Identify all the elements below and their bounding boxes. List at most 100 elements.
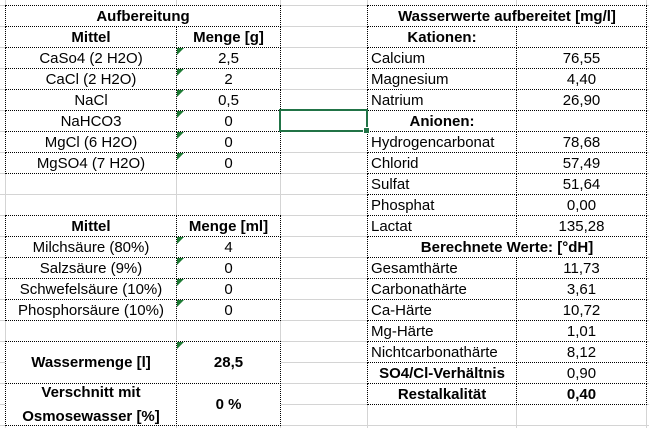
amount-cell[interactable]: 0 (176, 299, 281, 321)
agent-cell[interactable]: NaCl (5, 89, 177, 111)
anions-empty-cell[interactable] (516, 110, 647, 132)
anions-label[interactable]: Anionen: (367, 110, 517, 132)
parameter-value-cell[interactable]: 10,72 (516, 299, 647, 321)
parameter-name-cell[interactable]: Phosphat (367, 194, 517, 216)
parameter-value-cell[interactable]: 1,01 (516, 320, 647, 342)
gridline (0, 341, 649, 342)
parameter-value-cell[interactable]: 51,64 (516, 173, 647, 195)
parameter-value-cell[interactable]: 8,12 (516, 341, 647, 363)
gridline (0, 173, 649, 174)
agent-cell[interactable]: MgCl (6 H2O) (5, 131, 177, 153)
agent-cell[interactable]: Salzsäure (9%) (5, 257, 177, 279)
residual-label[interactable]: Restalkalität (367, 383, 517, 405)
comment-marker-icon (177, 258, 184, 265)
blend-label[interactable]: Verschnitt mit Osmosewasser [%] (5, 383, 177, 426)
comment-marker-icon (177, 90, 184, 97)
acids-header-agent[interactable]: Mittel (5, 215, 177, 237)
parameter-name-cell[interactable]: Hydrogencarbonat (367, 131, 517, 153)
ratio-value[interactable]: 0,90 (516, 362, 647, 384)
gridline (0, 47, 649, 48)
amount-value: 2,5 (218, 49, 239, 67)
amount-cell[interactable]: 0 (176, 152, 281, 174)
water-amount-value[interactable]: 28,5 (176, 341, 281, 384)
ratio-label[interactable]: SO4/Cl-Verhältnis (367, 362, 517, 384)
parameter-name-cell[interactable]: Sulfat (367, 173, 517, 195)
parameter-value-cell[interactable]: 4,40 (516, 68, 647, 90)
residual-value[interactable]: 0,40 (516, 383, 647, 405)
amount-value: 2 (224, 70, 233, 88)
amount-cell[interactable]: 0 (176, 110, 281, 132)
agent-cell[interactable]: CaCl (2 H2O) (5, 68, 177, 90)
agent-cell[interactable]: MgSO4 (7 H2O) (5, 152, 177, 174)
selected-cell[interactable] (279, 109, 370, 134)
comment-marker-icon (177, 48, 184, 55)
gridline (0, 362, 649, 363)
gridline (176, 0, 177, 428)
parameter-name-cell[interactable]: Ca-Härte (367, 299, 517, 321)
amount-cell[interactable]: 4 (176, 236, 281, 258)
amount-cell[interactable]: 0 (176, 278, 281, 300)
amount-value: 0 (224, 301, 233, 319)
amount-value: 0 (224, 154, 233, 172)
gridline (0, 152, 649, 153)
parameter-name-cell[interactable]: Mg-Härte (367, 320, 517, 342)
parameter-value-cell[interactable]: 3,61 (516, 278, 647, 300)
wasserwerte-title[interactable]: Wasserwerte aufbereitet [mg/l] (367, 5, 647, 27)
comment-marker-icon (177, 132, 184, 139)
gridline (0, 215, 649, 216)
parameter-name-cell[interactable]: Nichtcarbonathärte (367, 341, 517, 363)
parameter-name-cell[interactable]: Magnesium (367, 68, 517, 90)
parameter-value-cell[interactable]: 135,28 (516, 215, 647, 237)
gridline (0, 383, 649, 384)
gridline (0, 194, 649, 195)
gridline (5, 0, 6, 428)
gridline (0, 89, 649, 90)
water-amount-label[interactable]: Wassermenge [l] (5, 341, 177, 384)
parameter-name-cell[interactable]: Gesamthärte (367, 257, 517, 279)
parameter-value-cell[interactable]: 57,49 (516, 152, 647, 174)
aufbereitung-title[interactable]: Aufbereitung (5, 5, 281, 27)
comment-marker-icon (177, 111, 184, 118)
acids-header-amount[interactable]: Menge [ml] (176, 215, 281, 237)
comment-marker-icon (177, 300, 184, 307)
salts-header-agent[interactable]: Mittel (5, 26, 177, 48)
amount-value: 0 (224, 259, 233, 277)
gridline (0, 278, 649, 279)
gridline (0, 236, 649, 237)
gridline (280, 0, 281, 428)
amount-value: 0 (224, 112, 233, 130)
amount-cell[interactable]: 2,5 (176, 47, 281, 69)
parameter-value-cell[interactable]: 26,90 (516, 89, 647, 111)
amount-cell[interactable]: 0,5 (176, 89, 281, 111)
agent-cell[interactable]: NaHCO3 (5, 110, 177, 132)
amount-value: 4 (224, 238, 233, 256)
parameter-value-cell[interactable]: 78,68 (516, 131, 647, 153)
salts-header-amount[interactable]: Menge [g] (176, 26, 281, 48)
cations-empty-cell[interactable] (516, 26, 647, 48)
parameter-value-cell[interactable]: 11,73 (516, 257, 647, 279)
parameter-value-cell[interactable]: 0,00 (516, 194, 647, 216)
parameter-name-cell[interactable]: Carbonathärte (367, 278, 517, 300)
parameter-name-cell[interactable]: Calcium (367, 47, 517, 69)
gridline (0, 5, 649, 6)
blend-value[interactable]: 0 % (176, 383, 281, 426)
gridline (0, 68, 649, 69)
agent-cell[interactable]: CaSo4 (2 H2O) (5, 47, 177, 69)
parameter-name-cell[interactable]: Chlorid (367, 152, 517, 174)
agent-cell[interactable]: Schwefelsäure (10%) (5, 278, 177, 300)
gridline (0, 299, 649, 300)
agent-cell[interactable]: Phosphorsäure (10%) (5, 299, 177, 321)
amount-cell[interactable]: 0 (176, 257, 281, 279)
comment-marker-icon (177, 69, 184, 76)
calc-label[interactable]: Berechnete Werte: [°dH] (367, 236, 647, 258)
agent-cell[interactable]: Milchsäure (80%) (5, 236, 177, 258)
parameter-name-cell[interactable]: Lactat (367, 215, 517, 237)
cations-label[interactable]: Kationen: (367, 26, 517, 48)
gridline (0, 26, 649, 27)
parameter-name-cell[interactable]: Natrium (367, 89, 517, 111)
parameter-value-cell[interactable]: 76,55 (516, 47, 647, 69)
comment-marker-icon (177, 342, 184, 349)
amount-cell[interactable]: 2 (176, 68, 281, 90)
fill-handle[interactable] (363, 127, 370, 134)
amount-cell[interactable]: 0 (176, 131, 281, 153)
